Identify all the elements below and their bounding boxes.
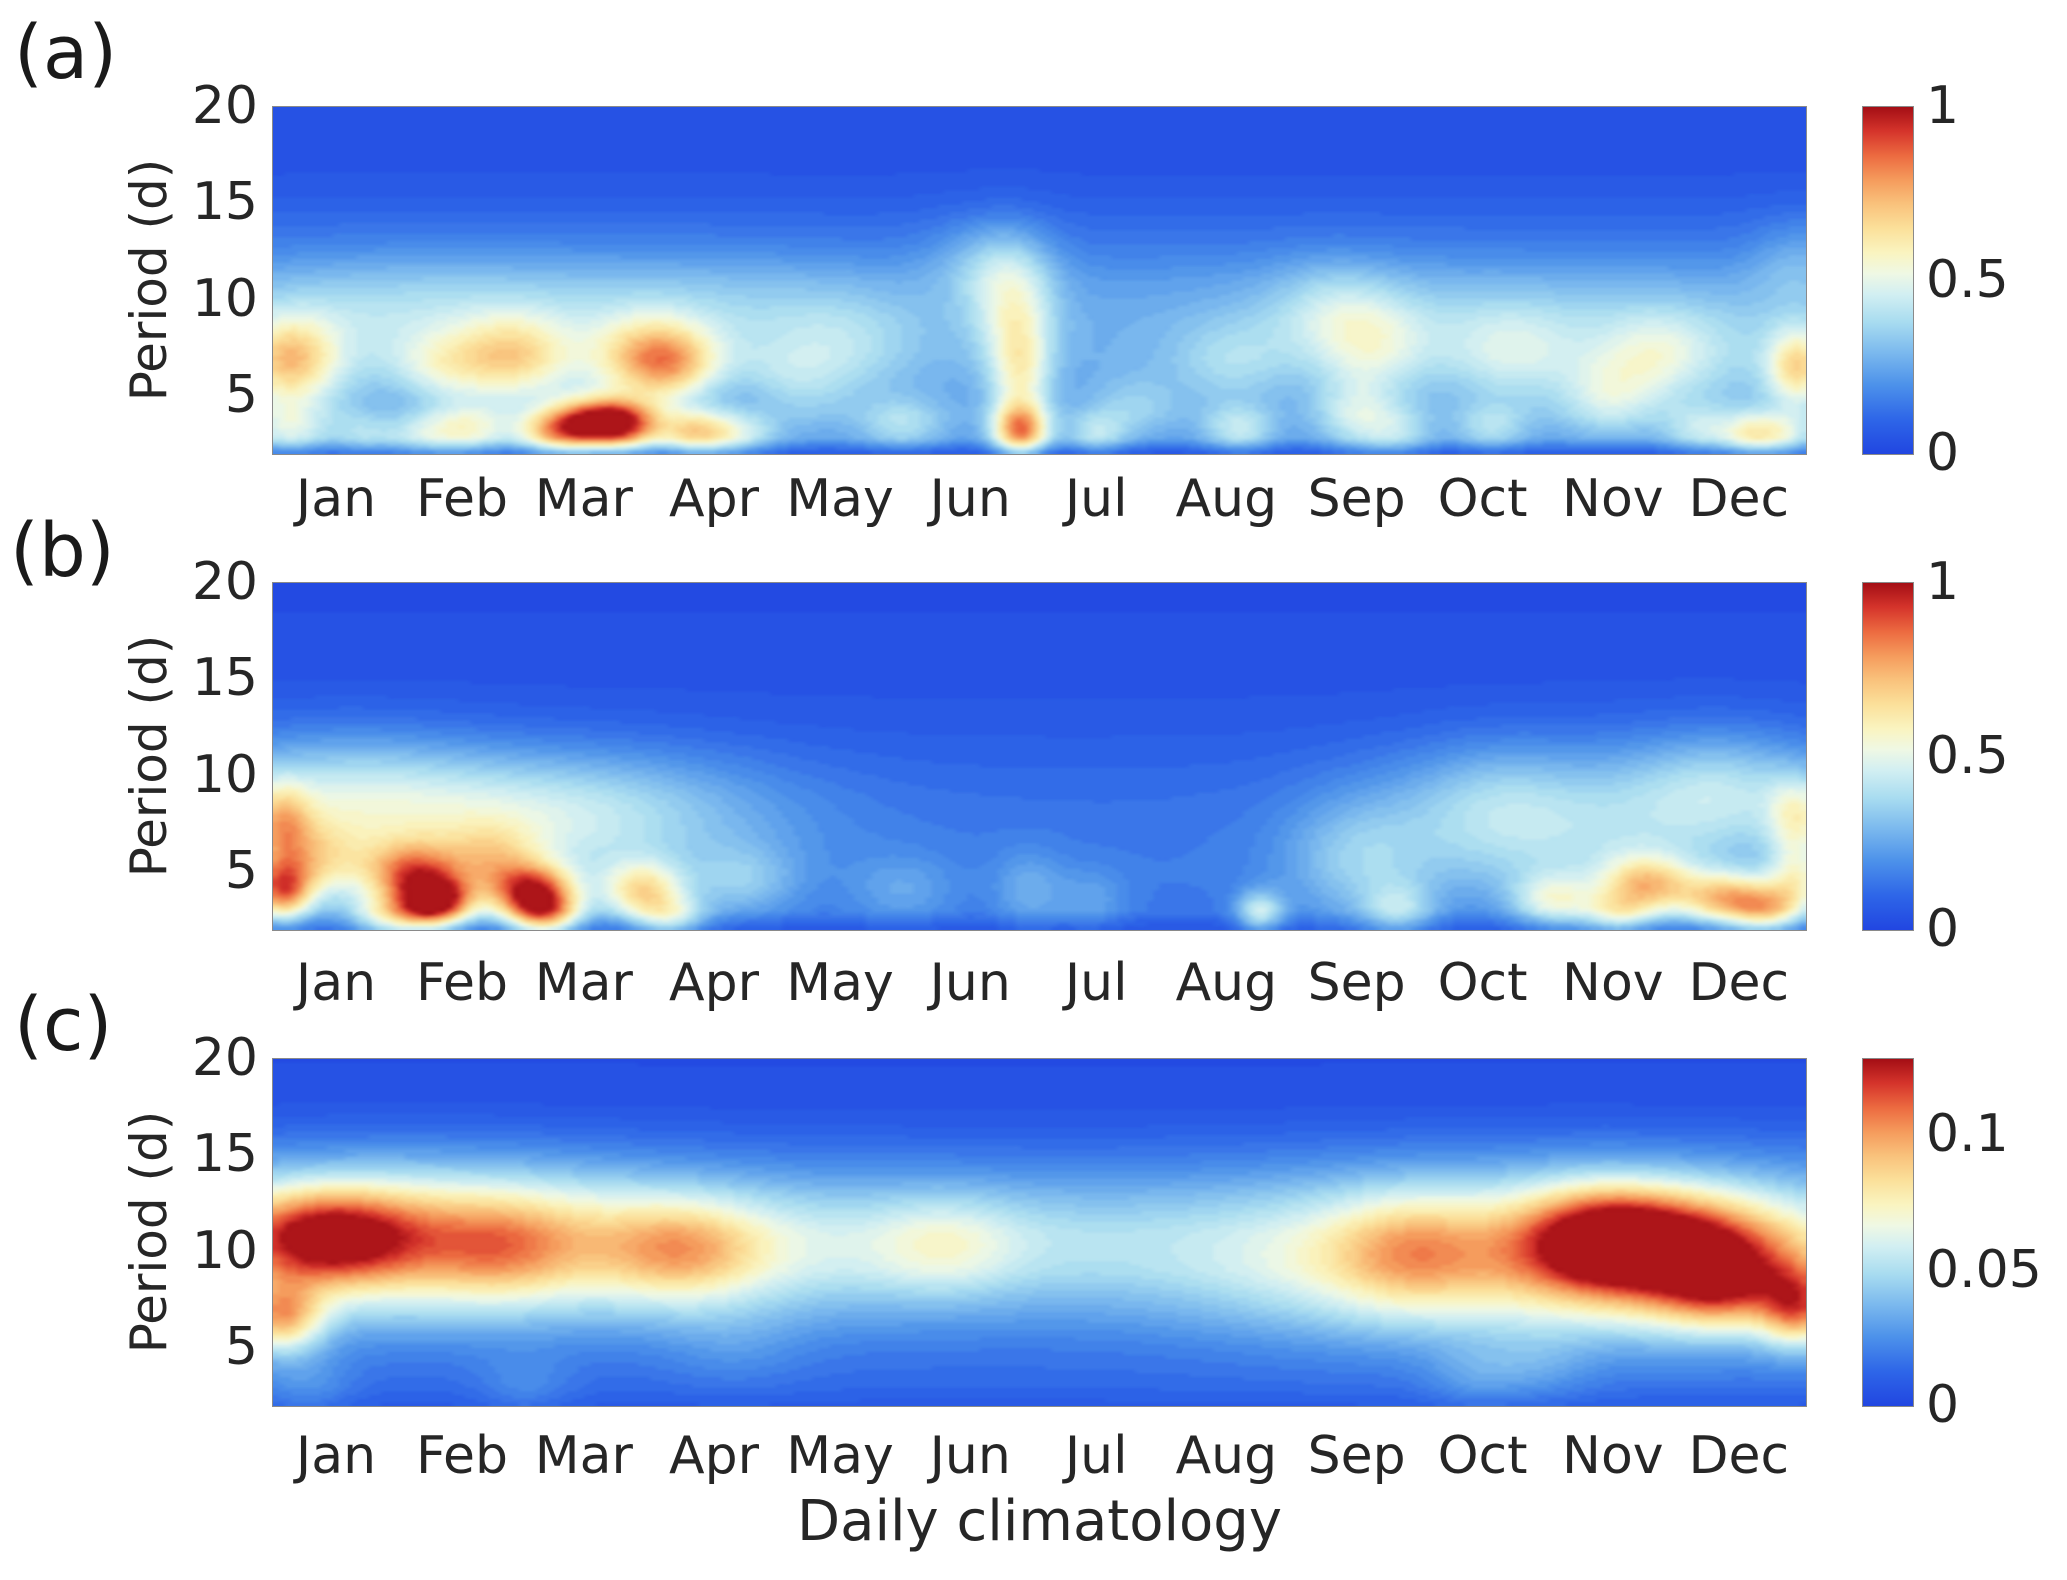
colorbar-b	[1862, 582, 1914, 931]
ytick-a-5: 5	[224, 365, 258, 425]
ytick-c-20: 20	[191, 1028, 258, 1088]
month-label-jan: Jan	[295, 469, 377, 529]
month-label-dec: Dec	[1688, 469, 1790, 529]
ytick-b-20: 20	[191, 552, 258, 612]
month-label-feb: Feb	[415, 953, 509, 1013]
month-label-oct: Oct	[1437, 469, 1528, 529]
ytick-c-15: 15	[191, 1124, 258, 1184]
month-axis-a: Jan Feb Mar Apr May Jun Jul Aug Sep Oct Nov Dec	[0, 471, 2067, 527]
month-label-may: May	[786, 469, 894, 529]
month-label-jan: Jan	[295, 1426, 377, 1486]
colorbar-b-tick-05: 0.5	[1926, 726, 2009, 786]
month-label-jul: Jul	[1064, 953, 1128, 1013]
colorbar-c-tick-005: 0.05	[1926, 1240, 2042, 1300]
month-label-aug: Aug	[1175, 469, 1278, 529]
month-label-jun: Jun	[929, 469, 1011, 529]
month-label-jun: Jun	[929, 953, 1011, 1013]
month-label-jul: Jul	[1064, 1426, 1128, 1486]
month-label-jan: Jan	[295, 953, 377, 1013]
month-label-sep: Sep	[1307, 953, 1406, 1013]
month-label-nov: Nov	[1562, 469, 1664, 529]
month-label-mar: Mar	[534, 953, 633, 1013]
colorbar-c-tick-0: 0	[1926, 1375, 1960, 1435]
month-label-sep: Sep	[1307, 469, 1406, 529]
month-label-feb: Feb	[415, 469, 509, 529]
month-label-mar: Mar	[534, 469, 633, 529]
month-label-dec: Dec	[1688, 1426, 1790, 1486]
colorbar-c	[1862, 1058, 1914, 1407]
month-label-dec: Dec	[1688, 953, 1790, 1013]
heatmap-panel-c	[272, 1058, 1807, 1407]
month-label-apr: Apr	[669, 469, 759, 529]
month-axis-c: Jan Feb Mar Apr May Jun Jul Aug Sep Oct Nov Dec	[0, 1428, 2067, 1484]
month-label-may: May	[786, 1426, 894, 1486]
panel-label-c: (c)	[14, 982, 113, 1068]
month-label-mar: Mar	[534, 1426, 633, 1486]
ytick-a-20: 20	[191, 76, 258, 136]
heatmap-panel-a	[272, 106, 1807, 455]
month-label-jul: Jul	[1064, 469, 1128, 529]
ytick-b-5: 5	[224, 841, 258, 901]
month-label-may: May	[786, 953, 894, 1013]
month-label-sep: Sep	[1307, 1426, 1406, 1486]
month-label-feb: Feb	[415, 1426, 509, 1486]
ytick-b-10: 10	[191, 745, 258, 805]
month-label-apr: Apr	[669, 953, 759, 1013]
colorbar-a	[1862, 106, 1914, 455]
colorbar-b-tick-1: 1	[1926, 552, 1960, 612]
ytick-a-10: 10	[191, 269, 258, 329]
ytick-c-10: 10	[191, 1221, 258, 1281]
month-label-aug: Aug	[1175, 1426, 1278, 1486]
colorbar-b-tick-0: 0	[1926, 899, 1960, 959]
ytick-a-15: 15	[191, 172, 258, 232]
colorbar-a-tick-05: 0.5	[1926, 250, 2009, 310]
x-axis-title: Daily climatology	[797, 1489, 1282, 1554]
month-axis-b: Jan Feb Mar Apr May Jun Jul Aug Sep Oct Nov Dec	[0, 955, 2067, 1011]
colorbar-a-tick-0: 0	[1926, 423, 1960, 483]
month-label-oct: Oct	[1437, 953, 1528, 1013]
month-label-apr: Apr	[669, 1426, 759, 1486]
ytick-b-15: 15	[191, 648, 258, 708]
month-label-nov: Nov	[1562, 953, 1664, 1013]
ytick-c-5: 5	[224, 1317, 258, 1377]
month-label-oct: Oct	[1437, 1426, 1528, 1486]
colorbar-c-tick-01: 0.1	[1926, 1104, 2009, 1164]
month-label-jun: Jun	[929, 1426, 1011, 1486]
month-label-aug: Aug	[1175, 953, 1278, 1013]
panel-label-b: (b)	[10, 508, 115, 594]
colorbar-a-tick-1: 1	[1926, 76, 1960, 136]
panel-label-a: (a)	[14, 10, 118, 96]
month-label-nov: Nov	[1562, 1426, 1664, 1486]
heatmap-panel-b	[272, 582, 1807, 931]
